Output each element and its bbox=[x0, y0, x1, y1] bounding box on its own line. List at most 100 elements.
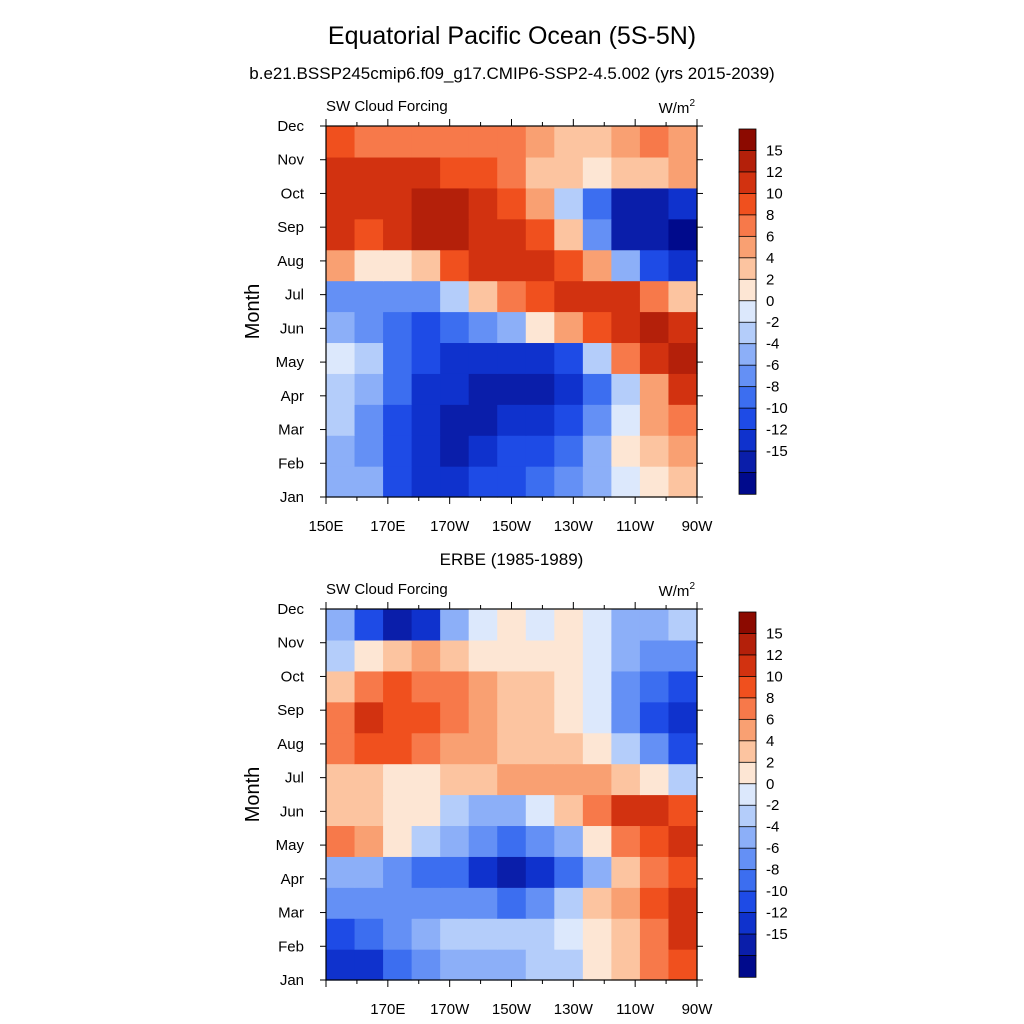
panel2-heatmap-cell bbox=[326, 732, 356, 765]
panel1-y-tick-label: Dec bbox=[277, 118, 304, 135]
panel2-heatmap-cell bbox=[525, 918, 555, 950]
panel1-heatmap-cell bbox=[411, 404, 441, 436]
panel1-heatmap-cell bbox=[525, 187, 555, 220]
panel1-heatmap-cell bbox=[383, 373, 413, 405]
panel1-heatmap-cell bbox=[468, 126, 498, 158]
panel2-heatmap-cell bbox=[411, 825, 441, 857]
panel1-heatmap-cell bbox=[354, 342, 384, 374]
panel2-heatmap-cell bbox=[554, 918, 584, 950]
panel2-y-tick-label: Mar bbox=[278, 905, 304, 922]
panel1-heatmap-cell bbox=[525, 249, 555, 282]
panel1-heatmap-cell bbox=[326, 435, 356, 467]
panel1-colorbar-box bbox=[738, 450, 757, 474]
panel1-colorbar-box bbox=[738, 214, 757, 238]
panel1-heatmap-cell bbox=[668, 218, 698, 251]
panel1-heatmap-cell bbox=[326, 280, 356, 313]
panel2-heatmap-cell bbox=[611, 949, 641, 981]
panel2-heatmap-cell bbox=[611, 918, 641, 950]
panel1-colorbar-box bbox=[738, 257, 757, 280]
panel1-heatmap-cell bbox=[411, 187, 441, 220]
panel2-y-tick-label: Aug bbox=[277, 736, 304, 753]
panel1-colorbar-box bbox=[738, 150, 757, 173]
panel1-heatmap-cell bbox=[411, 156, 441, 189]
panel1-heatmap-cell bbox=[468, 466, 498, 498]
panel2-heatmap-cell bbox=[582, 639, 612, 672]
panel2-y-tick-label: Apr bbox=[281, 871, 304, 888]
panel1-heatmap-cell bbox=[668, 404, 698, 436]
panel1-heatmap-cell bbox=[354, 156, 384, 189]
panel1-heatmap-cell bbox=[611, 187, 641, 220]
panel1-heatmap-cell bbox=[411, 280, 441, 313]
panel1-heatmap-cell bbox=[383, 218, 413, 251]
panel1-colorbar-box bbox=[738, 407, 757, 431]
panel2-heatmap-cell bbox=[354, 825, 384, 857]
panel1-colorbar-label: 6 bbox=[766, 228, 774, 245]
panel1-heatmap-cell bbox=[440, 435, 470, 467]
panel2-colorbar-box bbox=[738, 933, 757, 957]
panel1-heatmap-cell bbox=[468, 187, 498, 220]
panel2-heatmap-cell bbox=[497, 825, 527, 857]
panel1-heatmap-cell bbox=[383, 187, 413, 220]
panel2-heatmap-cell bbox=[554, 701, 584, 734]
panel2-heatmap-cell bbox=[326, 918, 356, 950]
panel2-heatmap-cell bbox=[668, 887, 698, 919]
panel1-heatmap-cell bbox=[497, 466, 527, 498]
panel2-heatmap-cell bbox=[383, 701, 413, 734]
panel1-colorbar-label: 2 bbox=[766, 271, 774, 288]
panel2-colorbar-box bbox=[738, 654, 757, 678]
panel1-heatmap-cell bbox=[326, 156, 356, 189]
panel1-heatmap-cell bbox=[354, 404, 384, 436]
panel2-heatmap-cell bbox=[525, 639, 555, 672]
panel2-heatmap-cell bbox=[440, 701, 470, 734]
panel2-heatmap-cell bbox=[668, 918, 698, 950]
panel1-heatmap-cell bbox=[440, 311, 470, 344]
panel1-heatmap-cell bbox=[354, 311, 384, 344]
panel2-heatmap-cell bbox=[554, 825, 584, 857]
panel1-heatmap-cell bbox=[497, 435, 527, 467]
panel2-heatmap-cell bbox=[582, 670, 612, 703]
panel2-heatmap-cell bbox=[639, 763, 670, 796]
panel2-heatmap-cell bbox=[582, 887, 612, 919]
panel1-heatmap-cell bbox=[354, 280, 384, 313]
panel2-heatmap-cell bbox=[354, 670, 384, 703]
panel1-heatmap-cell bbox=[383, 466, 413, 498]
panel1-heatmap-cell bbox=[354, 187, 384, 220]
panel2-heatmap-cell bbox=[411, 701, 441, 734]
panel2-heatmap-cell bbox=[668, 825, 698, 857]
panel1-heatmap-cell bbox=[326, 249, 356, 282]
panel1-heatmap-cell bbox=[611, 311, 641, 344]
panel1-heatmap-cell bbox=[554, 404, 584, 436]
panel2-heatmap-cell bbox=[383, 639, 413, 672]
panel1-heatmap-cell bbox=[440, 373, 470, 405]
panel1-colorbar-label: -15 bbox=[766, 443, 788, 460]
panel2-heatmap-cell bbox=[668, 794, 698, 827]
panel1-heatmap-cell bbox=[497, 373, 527, 405]
panel1-colorbar-label: -4 bbox=[766, 336, 779, 353]
panel2-heatmap-cell bbox=[440, 732, 470, 765]
panel2-heatmap-cell bbox=[611, 701, 641, 734]
panel1-heatmap-cell bbox=[497, 280, 527, 313]
panel1-heatmap-cell bbox=[411, 466, 441, 498]
panel1-y-tick-label: Mar bbox=[278, 422, 304, 439]
panel1-colorbar-box bbox=[738, 278, 757, 302]
panel2-heatmap-cell bbox=[611, 856, 641, 888]
panel2-heatmap-cell bbox=[383, 794, 413, 827]
panel1-heatmap-cell bbox=[468, 342, 498, 374]
panel2-colorbar-box bbox=[738, 740, 757, 763]
panel2-heatmap-cell bbox=[668, 763, 698, 796]
figure-subtitle: b.e21.BSSP245cmip6.f09_g17.CMIP6-SSP2-4.… bbox=[249, 64, 775, 83]
panel2-y-tick-label: Sep bbox=[277, 702, 304, 719]
panel1-heatmap-cell bbox=[440, 404, 470, 436]
panel2-heatmap-cell bbox=[525, 794, 555, 827]
panel2-colorbar-label: 4 bbox=[766, 733, 774, 750]
panel2-heatmap-cell bbox=[525, 763, 555, 796]
panel1-x-tick-label: 110W bbox=[616, 518, 655, 535]
panel1-heatmap-cell bbox=[668, 249, 698, 282]
panel1-heatmap-cell bbox=[554, 156, 584, 189]
panel2-heatmap-cell bbox=[639, 794, 670, 827]
panel2-heatmap-cell bbox=[611, 794, 641, 827]
panel2-heatmap-cell bbox=[639, 609, 670, 641]
panel2-heatmap-cell bbox=[582, 825, 612, 857]
panel1-heatmap-cell bbox=[611, 249, 641, 282]
panel1-heatmap-cell bbox=[611, 404, 641, 436]
